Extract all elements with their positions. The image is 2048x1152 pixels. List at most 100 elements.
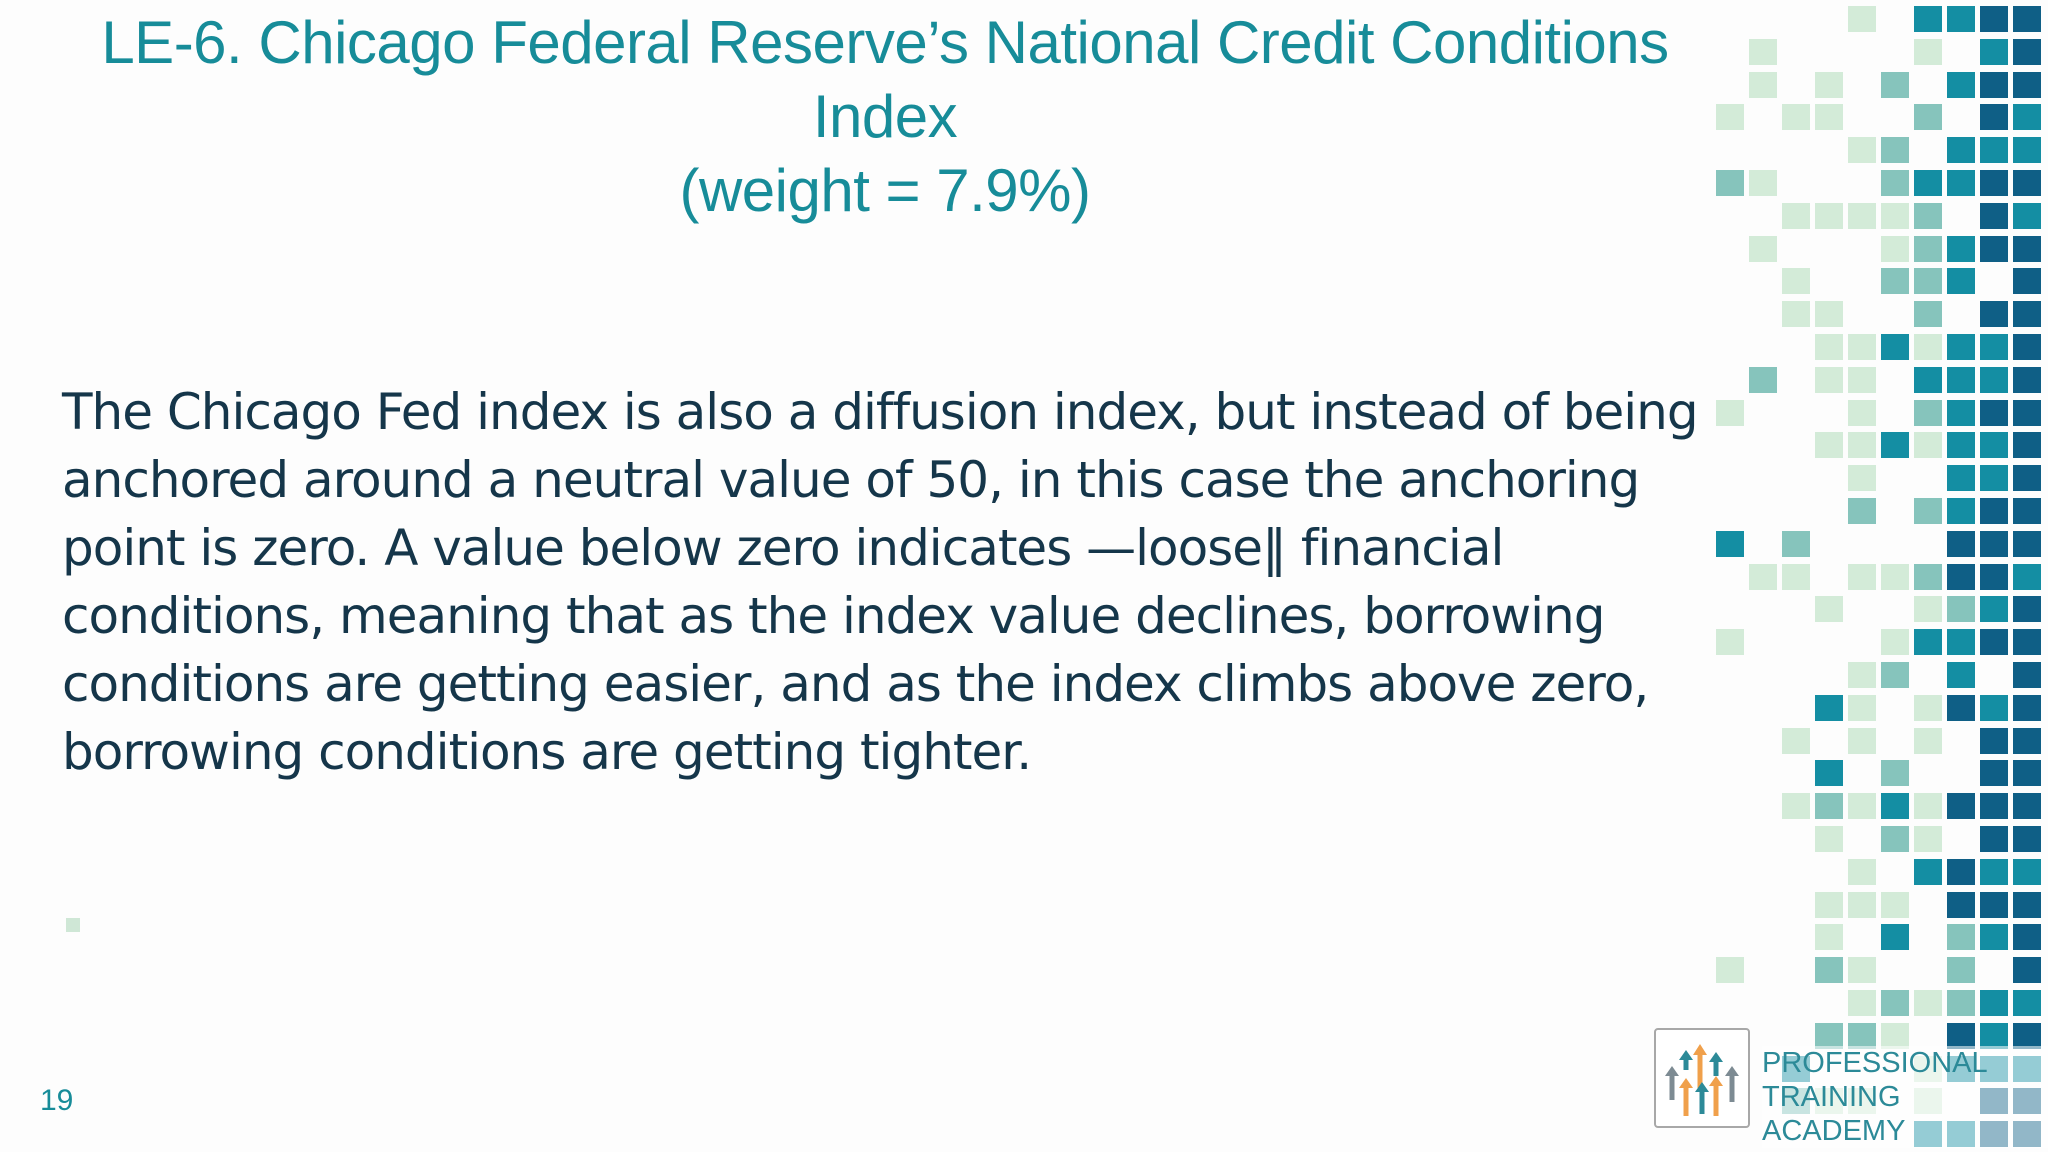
mosaic-tile [2013, 235, 2041, 262]
mosaic-tile [2013, 530, 2041, 557]
mosaic-tile [1980, 71, 2008, 98]
mosaic-tile [1848, 366, 1876, 393]
mosaic-tile [2013, 104, 2041, 131]
mosaic-tile [1947, 858, 1975, 885]
mosaic-tile [1947, 334, 1975, 360]
mosaic-tile [2013, 694, 2041, 721]
mosaic-tile [1980, 694, 2008, 721]
mosaic-tile [1980, 38, 2008, 65]
mosaic-tile [1980, 202, 2008, 229]
mosaic-tile [2013, 629, 2041, 656]
mosaic-tile [2013, 301, 2041, 328]
mosaic-tile [1881, 137, 1909, 164]
mosaic-tile [1881, 760, 1909, 787]
mosaic-tile [1947, 924, 1975, 951]
mosaic-tile [1947, 71, 1975, 98]
mosaic-tile [1914, 694, 1942, 721]
mosaic-tile [1947, 957, 1975, 984]
mosaic-tile [1947, 137, 1975, 164]
mosaic-tile [1881, 235, 1909, 262]
mosaic-tile [1848, 465, 1876, 492]
body-paragraph: The Chicago Fed index is also a diffusio… [62, 383, 1699, 781]
logo-icon [1654, 1028, 1750, 1128]
mosaic-tile [1947, 170, 1975, 196]
mosaic-tile [1947, 629, 1975, 656]
mosaic-tile [1782, 268, 1810, 295]
mosaic-tile [1980, 891, 2008, 918]
mosaic-tile [1947, 1022, 1975, 1049]
mosaic-tile [1914, 629, 1942, 656]
mosaic-tile [1914, 170, 1942, 196]
mosaic-tile [2013, 760, 2041, 787]
mosaic-tile [1980, 990, 2008, 1016]
mosaic-tile [2013, 858, 2041, 885]
mosaic-tile [1881, 629, 1909, 656]
mosaic-tile [1881, 71, 1909, 98]
mosaic-tile [2013, 1022, 2041, 1049]
mosaic-tile [1848, 727, 1876, 754]
mosaic-tile [1980, 170, 2008, 196]
mosaic-tile [1782, 727, 1810, 754]
mosaic-tile [2013, 170, 2041, 196]
mosaic-tile [1848, 137, 1876, 164]
mosaic-tile [1947, 694, 1975, 721]
mosaic-tile [1914, 301, 1942, 328]
mosaic-tile [1815, 826, 1843, 852]
mosaic-tile [2013, 891, 2041, 918]
mosaic-tile [1848, 662, 1876, 688]
mosaic-tile [1848, 6, 1876, 32]
mosaic-tile [1716, 170, 1744, 196]
mosaic-tile [1782, 793, 1810, 820]
mosaic-tile [1749, 563, 1777, 590]
mosaic-tile [1815, 334, 1843, 360]
mosaic-tile [1881, 826, 1909, 852]
mosaic-tile [1749, 235, 1777, 262]
mosaic-tile [1947, 596, 1975, 623]
mosaic-tile [1815, 596, 1843, 623]
mosaic-tile [1881, 990, 1909, 1016]
mosaic-tile [1914, 104, 1942, 131]
mosaic-tile [1848, 858, 1876, 885]
mosaic-tile [1848, 990, 1876, 1016]
mosaic-tile [1914, 793, 1942, 820]
mosaic-tile [1848, 202, 1876, 229]
mosaic-tile [1947, 465, 1975, 492]
mosaic-tile [1980, 596, 2008, 623]
logo-text: PROFESSIONAL TRAINING ACADEMY [1762, 1046, 2048, 1148]
mosaic-tile [1980, 563, 2008, 590]
mosaic-tile [1848, 957, 1876, 984]
mosaic-tile [1914, 563, 1942, 590]
mosaic-tile [1914, 38, 1942, 65]
mosaic-tile [1914, 268, 1942, 295]
mosaic-tile [1815, 957, 1843, 984]
mosaic-tile [1980, 366, 2008, 393]
mosaic-tile [2013, 137, 2041, 164]
mosaic-tile [1782, 202, 1810, 229]
mosaic-tile [1716, 629, 1744, 656]
mosaic-tile [1980, 793, 2008, 820]
mosaic-tile [1716, 104, 1744, 131]
mosaic-tile [1947, 563, 1975, 590]
mosaic-tile [1815, 891, 1843, 918]
mosaic-tile [1815, 71, 1843, 98]
mosaic-tile [1881, 170, 1909, 196]
mosaic-tile [1947, 891, 1975, 918]
mosaic-tile [2013, 334, 2041, 360]
mosaic-tile [1980, 924, 2008, 951]
mosaic-tile [2013, 957, 2041, 984]
mosaic-tile [1749, 170, 1777, 196]
mosaic-tile [1782, 530, 1810, 557]
mosaic-tile [1749, 366, 1777, 393]
mosaic-tile [1914, 858, 1942, 885]
mosaic-tile [1947, 530, 1975, 557]
mosaic-tile [2013, 498, 2041, 524]
mosaic-tile [1848, 334, 1876, 360]
mosaic-tile [1881, 662, 1909, 688]
mosaic-tile [1782, 301, 1810, 328]
mosaic-tile [1848, 793, 1876, 820]
mosaic-tile [2013, 202, 2041, 229]
decorative-mosaic [1716, 0, 2048, 1152]
mosaic-tile [1815, 202, 1843, 229]
mosaic-tile [1980, 334, 2008, 360]
